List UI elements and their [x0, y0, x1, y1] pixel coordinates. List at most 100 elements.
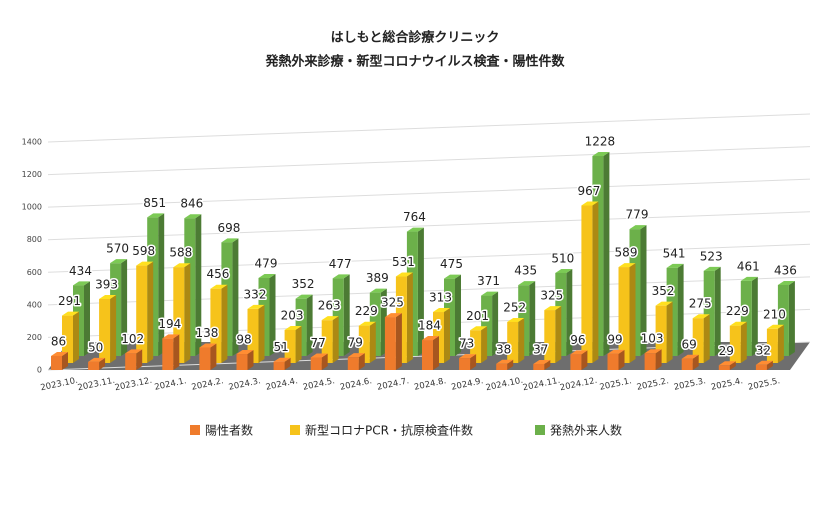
bar-side: [173, 334, 180, 370]
bar: [729, 321, 747, 363]
x-tick-label: 2023.10.: [40, 376, 79, 394]
bar-side: [555, 306, 562, 363]
bar-top: [99, 294, 117, 299]
bar: [777, 280, 795, 356]
bar-front: [581, 205, 593, 363]
bar-side: [395, 313, 402, 370]
bar-side: [618, 349, 625, 370]
value-label: 389: [366, 271, 389, 285]
bar-front: [247, 308, 259, 363]
bar-top: [332, 274, 350, 279]
value-label: 69: [682, 337, 697, 351]
x-tick-label: 2024.7.: [376, 376, 410, 393]
bar-side: [677, 263, 684, 356]
bar-top: [607, 349, 625, 354]
bar: [496, 359, 514, 370]
x-tick-label: 2025.5.: [747, 376, 781, 393]
value-label: 325: [540, 289, 563, 303]
bar-side: [247, 350, 254, 370]
bar-top: [247, 304, 265, 309]
bar-side: [73, 311, 79, 363]
bar: [718, 361, 736, 370]
y-tick-label: 1200: [22, 170, 42, 179]
bar: [125, 349, 143, 370]
bar-top: [221, 238, 239, 243]
bar-side: [629, 263, 636, 363]
bar-side: [369, 321, 376, 363]
bar: [273, 357, 291, 370]
value-label: 764: [403, 210, 426, 224]
bar: [88, 357, 106, 370]
bar-top: [284, 325, 302, 330]
bar-top: [703, 266, 721, 271]
bar-front: [384, 317, 396, 370]
bar-front: [507, 321, 519, 363]
bar: [481, 291, 499, 356]
bar-top: [88, 357, 106, 362]
value-label: 77: [311, 336, 326, 350]
value-label: 263: [318, 299, 341, 313]
bar-top: [777, 280, 795, 285]
value-label: 29: [719, 344, 734, 358]
bar-top: [173, 263, 191, 268]
bar-top: [51, 351, 68, 356]
value-label: 435: [514, 264, 537, 278]
grid-line: [47, 146, 811, 176]
value-label: 201: [466, 309, 489, 323]
bar: [173, 263, 191, 363]
value-label: 531: [392, 255, 415, 269]
x-tick-label: 2025.4.: [710, 376, 744, 393]
bar: [199, 343, 217, 370]
bar-front: [703, 270, 715, 356]
grid-line: [47, 113, 811, 143]
y-tick-label: 1000: [22, 203, 42, 212]
value-label: 96: [570, 333, 585, 347]
value-label: 229: [726, 304, 749, 318]
bar-side: [121, 259, 128, 356]
bar-side: [343, 274, 350, 356]
legend-label: 陽性者数: [205, 423, 253, 438]
x-tick-label: 2023.11.: [77, 376, 116, 394]
bar-front: [347, 357, 359, 370]
x-tick-label: 2024.4.: [265, 376, 299, 393]
bar-front: [681, 358, 693, 370]
value-label: 479: [255, 256, 278, 270]
bar-side: [269, 273, 276, 356]
value-label: 275: [689, 297, 712, 311]
bar-front: [644, 353, 656, 370]
bar-side: [417, 227, 424, 356]
bar-top: [73, 281, 90, 286]
legend-label: 新型コロナPCR・抗原検査件数: [305, 423, 473, 438]
bar-side: [581, 350, 588, 370]
bar-top: [459, 354, 477, 359]
bar-side: [544, 359, 551, 370]
x-tick-label: 2025.3.: [673, 376, 707, 393]
value-label: 332: [244, 287, 267, 301]
bar-top: [518, 281, 536, 286]
bar-front: [99, 298, 111, 363]
bar-front: [199, 347, 211, 370]
legend-swatch: [190, 425, 200, 435]
x-tick-label: 2023.12.: [114, 376, 153, 394]
bar-front: [62, 315, 73, 363]
bar-side: [406, 272, 413, 363]
bar: [284, 325, 302, 363]
bar-top: [644, 349, 662, 354]
chart-subtitle: 発熱外来診療・新型コロナウイルス検査・陽性件数: [264, 54, 565, 70]
bar-top: [507, 317, 525, 322]
bar-top: [62, 311, 79, 316]
bar-front: [607, 353, 619, 370]
bar-top: [295, 294, 313, 299]
value-label: 102: [121, 332, 144, 346]
value-label: 1228: [585, 135, 616, 149]
value-label: 51: [273, 340, 288, 354]
bar-top: [533, 359, 551, 364]
bar-side: [110, 294, 117, 363]
legend-swatch: [290, 425, 300, 435]
bar-front: [570, 354, 582, 370]
bar-top: [470, 326, 488, 331]
bar-top: [110, 259, 128, 264]
value-label: 252: [503, 300, 526, 314]
bar-top: [766, 324, 784, 329]
